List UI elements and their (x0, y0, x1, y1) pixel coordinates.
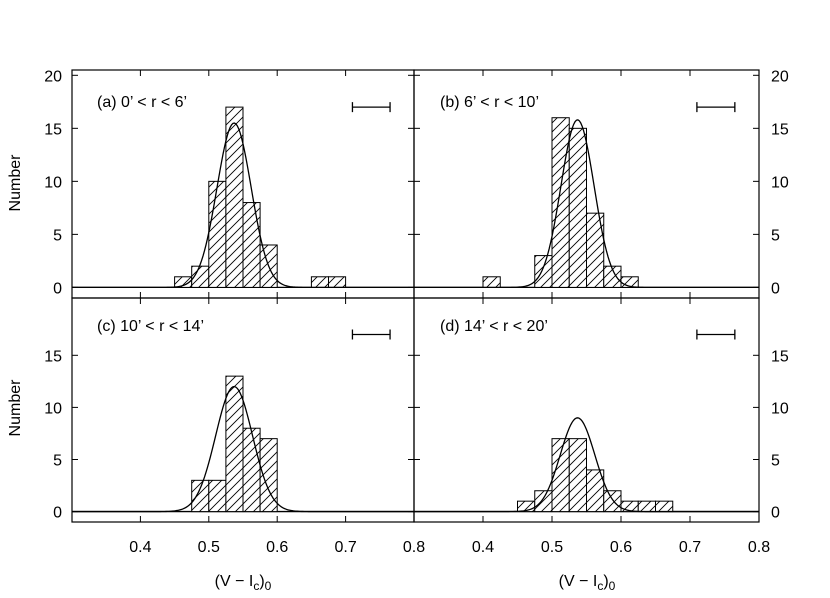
gaussian-fit-curve (414, 119, 759, 289)
y-tick-label: 10 (44, 400, 62, 417)
y-tick-label: 0 (771, 280, 780, 297)
y-tick-label: 0 (771, 505, 780, 522)
y-tick-label: 20 (771, 68, 789, 85)
histogram-bar (586, 212, 605, 288)
gaussian-fit-curve (414, 417, 759, 513)
histogram-bar (568, 127, 587, 288)
histogram-bar (534, 490, 553, 513)
histogram-bar (242, 427, 261, 513)
panel-label-c: (c) 10’ < r < 14’ (97, 318, 204, 335)
y-tick-label: 15 (771, 121, 789, 138)
histogram-bar (328, 276, 347, 288)
histogram-bar (259, 438, 278, 513)
histogram-bar (242, 202, 261, 288)
error-bar (351, 329, 391, 340)
x-tick-label: 0.8 (748, 539, 770, 556)
y-tick-label: 15 (44, 348, 62, 365)
y-tick-label: 0 (53, 505, 62, 522)
x-tick-label: 0.6 (610, 539, 632, 556)
histogram-bar (225, 375, 244, 513)
x-axis-title-right: (V − Ic)0 (559, 573, 616, 593)
panel-label-d: (d) 14’ < r < 20’ (440, 318, 548, 335)
y-axis-title-top: Number (7, 154, 24, 212)
histogram-bar (482, 276, 501, 288)
histogram-bar (568, 438, 587, 513)
histogram-bar (310, 276, 329, 288)
histogram-bar (655, 500, 674, 513)
y-tick-label: 10 (44, 174, 62, 191)
y-tick-label: 0 (53, 280, 62, 297)
y-tick-label: 5 (771, 227, 780, 244)
x-tick-label: 0.5 (198, 539, 220, 556)
histogram-bar (208, 479, 227, 513)
x-tick-label: 0.8 (403, 539, 425, 556)
gaussian-fit-curve (72, 122, 414, 289)
y-tick-label: 20 (44, 68, 62, 85)
y-tick-label: 5 (53, 227, 62, 244)
x-tick-label: 0.5 (541, 539, 563, 556)
y-axis-title-bottom: Number (7, 379, 24, 437)
histogram-bar (551, 117, 570, 288)
panel-c: 0 5 10 15 0.4 0.5 0.6 0.7 0.8 (44, 297, 425, 556)
y-tick-label: 10 (771, 174, 789, 191)
x-tick-label: 0.7 (334, 539, 356, 556)
histogram-bar (208, 180, 227, 288)
error-bar (351, 102, 391, 113)
panel-label-b: (b) 6’ < r < 10’ (440, 94, 539, 111)
x-tick-label: 0.4 (129, 539, 151, 556)
error-bar (696, 102, 736, 113)
panel-frame (413, 297, 760, 523)
panel-a: 0 5 10 15 20 (44, 68, 415, 299)
histogram-bar (603, 490, 622, 513)
y-tick-label: 15 (771, 348, 789, 365)
x-tick-label: 0.4 (472, 539, 494, 556)
gaussian-fit-curve (72, 385, 414, 513)
error-bar (696, 329, 736, 340)
y-tick-label: 5 (771, 452, 780, 469)
histogram-bar (191, 479, 210, 513)
x-axis-title-left: (V − Ic)0 (215, 573, 272, 593)
panel-d: 0 5 10 15 0.4 0.5 0.6 0.7 0.8 (413, 297, 789, 556)
histogram-bar (637, 500, 656, 513)
histogram-bar (551, 438, 570, 513)
y-tick-label: 10 (771, 400, 789, 417)
x-tick-label: 0.6 (266, 539, 288, 556)
histogram-bar (225, 106, 244, 288)
y-tick-label: 15 (44, 121, 62, 138)
panel-label-a: (a) 0’ < r < 6’ (97, 94, 187, 111)
panel-b: 0 5 10 15 20 (413, 68, 789, 299)
histogram-bar (534, 255, 553, 288)
y-tick-label: 5 (53, 452, 62, 469)
x-tick-label: 0.7 (679, 539, 701, 556)
